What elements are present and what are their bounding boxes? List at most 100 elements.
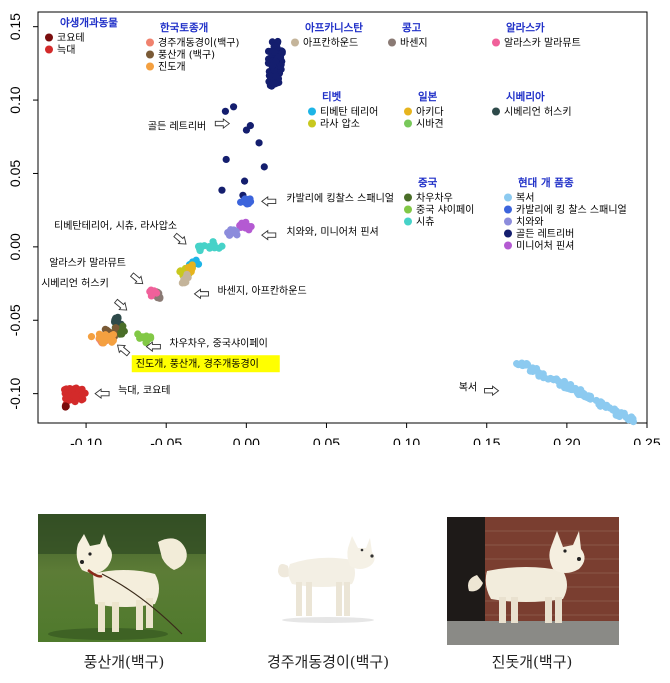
legend-item-label: 시츄 bbox=[416, 216, 434, 228]
x-tick-label: -0.05 bbox=[150, 435, 182, 445]
legend-marker bbox=[404, 107, 412, 116]
annotation-arrow bbox=[484, 385, 500, 397]
legend-item-label: 골든 레트리버 bbox=[516, 228, 574, 240]
data-point bbox=[69, 391, 78, 399]
legend-item-label: 시베리언 허스키 bbox=[504, 106, 572, 118]
data-point bbox=[78, 391, 86, 399]
legend-marker bbox=[45, 45, 53, 54]
data-point bbox=[112, 324, 120, 332]
legend-marker bbox=[504, 205, 512, 214]
data-point bbox=[272, 72, 280, 80]
data-point bbox=[602, 403, 610, 411]
y-tick-label: 0.10 bbox=[7, 86, 23, 113]
legend-marker bbox=[504, 229, 512, 238]
plot-area bbox=[37, 11, 648, 424]
legend-marker bbox=[146, 50, 154, 59]
legend-marker bbox=[45, 33, 53, 42]
annotation-label: 늑대, 코요테 bbox=[118, 385, 170, 397]
legend-item-label: 중국 샤이페이 bbox=[416, 204, 474, 216]
annotation-arrow bbox=[94, 388, 110, 400]
x-tick-label: -0.10 bbox=[70, 435, 102, 445]
data-point bbox=[62, 402, 70, 410]
annotation-label: 치와와, 미니어처 핀셔 bbox=[286, 226, 378, 238]
photo-caption-jindo: 진돗개(백구) bbox=[491, 653, 573, 671]
annotation-label: 카발리에 킹찰스 스패니얼 bbox=[286, 192, 394, 204]
data-point bbox=[229, 103, 238, 111]
legend-marker bbox=[504, 241, 512, 250]
legend-marker bbox=[504, 217, 512, 226]
data-point bbox=[242, 126, 251, 134]
legend-marker bbox=[404, 193, 412, 202]
legend-item-label: 풍산개 (백구) bbox=[158, 49, 215, 61]
legend-group-title: 한국토종개 bbox=[160, 21, 208, 34]
data-point bbox=[245, 222, 253, 231]
data-point bbox=[272, 57, 280, 65]
data-point bbox=[64, 393, 72, 401]
data-point bbox=[532, 364, 541, 373]
legend-marker bbox=[404, 119, 412, 128]
data-point bbox=[109, 331, 118, 339]
data-point bbox=[222, 155, 230, 164]
legend-item-label: 바센지 bbox=[400, 37, 428, 49]
annotation-arrow bbox=[214, 118, 231, 129]
legend-marker bbox=[308, 119, 316, 128]
data-point bbox=[196, 246, 204, 255]
legend-group-title: 알라스카 bbox=[506, 21, 545, 34]
data-point bbox=[136, 333, 145, 341]
legend-group-title: 일본 bbox=[418, 90, 438, 103]
y-tick-label: 0.05 bbox=[7, 160, 23, 187]
legend-group-title: 시베리아 bbox=[506, 90, 545, 103]
data-point bbox=[142, 338, 150, 347]
legend-item-label: 코요테 bbox=[57, 32, 85, 44]
annotation-label: 복서 bbox=[459, 382, 477, 394]
pungsan-dog-photo bbox=[38, 514, 206, 642]
annotation-arrow bbox=[117, 344, 131, 357]
legend-group-title: 티벳 bbox=[322, 90, 342, 103]
legend-marker bbox=[504, 193, 512, 202]
x-tick-label: 0.20 bbox=[553, 435, 580, 445]
legend-item-label: 아키다 bbox=[416, 106, 444, 118]
legend-marker bbox=[291, 38, 299, 47]
x-tick-label: 0.00 bbox=[233, 435, 260, 445]
annotation-arrow bbox=[261, 195, 277, 207]
y-tick-label: 0.00 bbox=[7, 233, 23, 260]
annotation-arrow bbox=[193, 288, 209, 300]
legend-item-label: 치와와 bbox=[516, 216, 544, 228]
legend-marker bbox=[404, 205, 412, 214]
y-tick-label: -0.05 bbox=[7, 304, 23, 336]
data-point bbox=[113, 316, 121, 324]
legend-marker bbox=[308, 107, 316, 116]
data-point bbox=[624, 414, 632, 422]
data-point bbox=[218, 186, 226, 194]
legend-marker bbox=[388, 38, 396, 47]
annotation-arrow bbox=[113, 298, 128, 311]
x-tick-label: 0.25 bbox=[633, 435, 660, 445]
legend-item-label: 차우차우 bbox=[416, 192, 453, 204]
data-point bbox=[61, 386, 69, 394]
data-point bbox=[271, 80, 279, 88]
legend-item-label: 카발리에 킹 찰스 스패니얼 bbox=[516, 204, 627, 216]
data-point bbox=[535, 372, 543, 380]
data-point bbox=[237, 198, 245, 206]
annotation-arrow bbox=[129, 272, 144, 285]
data-point bbox=[260, 163, 268, 171]
data-point bbox=[270, 48, 279, 56]
annotation-arrow bbox=[145, 341, 161, 353]
legend-group-title: 중국 bbox=[418, 177, 438, 189]
jindo-dog-photo bbox=[447, 517, 619, 645]
legend-marker bbox=[146, 62, 154, 71]
data-point bbox=[597, 399, 605, 407]
pca-scatter-chart: -0.10 -0.05 0.00 0.05 0.10 0.15 0.20 0.25 0.15 0.… bbox=[7, 11, 661, 445]
annotation-label: 골든 레트리버 bbox=[148, 120, 206, 132]
annotation-label: 알라스카 말라뮤트 bbox=[49, 257, 126, 269]
data-point bbox=[580, 390, 588, 398]
legend-item-label: 경주개동경이(백구) bbox=[158, 36, 240, 49]
data-point bbox=[221, 107, 230, 115]
data-point bbox=[147, 286, 155, 294]
annotation-arrow bbox=[173, 232, 187, 245]
data-point bbox=[612, 411, 620, 419]
legend-item-label: 복서 bbox=[516, 192, 534, 204]
annotation-label: 티베탄테리어, 시츄, 라사압소 bbox=[54, 219, 177, 232]
legend-marker bbox=[492, 107, 500, 116]
data-point bbox=[237, 222, 245, 230]
